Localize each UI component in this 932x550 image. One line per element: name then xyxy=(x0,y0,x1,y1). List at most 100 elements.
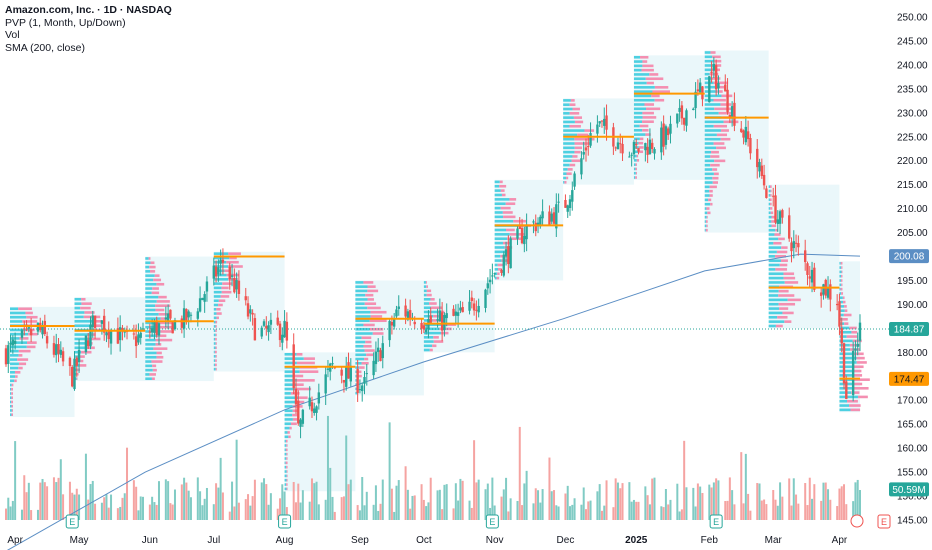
volume-bar xyxy=(806,505,809,520)
profile-bar-down xyxy=(160,317,168,320)
volume-bar xyxy=(646,495,649,520)
profile-bar-down xyxy=(369,327,384,331)
indicator-vol[interactable]: Vol xyxy=(5,29,20,42)
candle-body xyxy=(388,320,391,341)
volume-bar xyxy=(756,483,759,520)
volume-bar xyxy=(46,486,49,520)
candle-body xyxy=(493,273,496,275)
candle-body xyxy=(4,348,8,365)
profile-bar-down xyxy=(361,336,372,340)
time-axis[interactable]: Apr May Jun Jul Aug Sep Oct Nov Dec 2025 Feb Mar Apr xyxy=(7,535,848,546)
profile-bar-up xyxy=(704,90,718,93)
candle-body xyxy=(169,309,172,319)
profile-bar-up xyxy=(704,172,714,176)
profile-bar-up xyxy=(284,418,293,421)
candle-body xyxy=(525,224,528,240)
profile-bar-up xyxy=(10,315,27,319)
volume-bar xyxy=(701,493,704,520)
candle-body xyxy=(440,312,444,331)
volume-bar xyxy=(475,482,478,520)
profile-bar-down xyxy=(720,129,729,132)
earnings-marker-label: E xyxy=(282,517,288,527)
profile-bar-down xyxy=(499,184,507,188)
candle-body xyxy=(717,83,720,89)
candle-body xyxy=(646,146,649,155)
volume-bar xyxy=(772,490,775,520)
profile-bar-up xyxy=(213,342,216,345)
profile-bar-down xyxy=(11,392,13,395)
profile-bar-up xyxy=(494,254,501,258)
volume-bar xyxy=(616,482,619,520)
profile-bar-down xyxy=(713,142,725,145)
profile-bar-down xyxy=(222,282,233,285)
candle-body xyxy=(68,357,72,367)
profile-bar-down xyxy=(228,252,241,255)
candle-body xyxy=(491,275,494,277)
profile-bar-up xyxy=(563,159,572,163)
profile-bar-up xyxy=(284,392,291,395)
profile-bar-down xyxy=(11,383,14,387)
candle-body xyxy=(730,106,734,117)
volume-bar xyxy=(269,493,272,520)
profile-bar-up xyxy=(563,116,574,119)
profile-bar-down xyxy=(433,336,439,339)
profile-bar-up xyxy=(768,198,770,202)
candle-body xyxy=(461,307,464,313)
candle-body xyxy=(315,406,318,413)
profile-bar-up xyxy=(213,295,221,298)
candle-body xyxy=(459,307,462,311)
profile-bar-up xyxy=(633,94,652,98)
candle-body xyxy=(797,243,800,248)
volume-bar xyxy=(78,494,81,520)
profile-bar-down xyxy=(296,400,305,404)
candle-body xyxy=(840,328,843,344)
profile-bar-up xyxy=(768,298,788,302)
profile-bar-down xyxy=(856,361,867,364)
profile-bar-up xyxy=(633,176,636,179)
profile-bar-down xyxy=(152,364,157,368)
profile-bar-up xyxy=(633,128,643,132)
profile-bar-up xyxy=(423,302,430,305)
profile-bar-down xyxy=(372,332,384,335)
candle-body xyxy=(406,311,410,320)
candle-body xyxy=(746,131,750,140)
candle-body xyxy=(454,311,458,316)
candle-body xyxy=(392,319,396,327)
volume-bar xyxy=(680,509,683,520)
volume-bar xyxy=(279,498,282,520)
profile-bar-down xyxy=(444,323,457,326)
profile-bar-up xyxy=(839,309,845,312)
profile-bar-up xyxy=(423,340,434,343)
candle-body xyxy=(27,327,31,329)
profile-bar-down xyxy=(361,362,369,365)
candle-body xyxy=(205,281,209,292)
candle-body xyxy=(792,241,795,249)
candle-body xyxy=(84,335,88,352)
volume-bar xyxy=(342,496,345,520)
profile-bar-down xyxy=(14,371,21,374)
candle-body xyxy=(201,297,204,301)
profile-bar-down xyxy=(285,439,288,443)
candle-body xyxy=(628,156,631,158)
candle-body xyxy=(182,308,186,329)
profile-bar-down xyxy=(775,268,788,271)
profile-bar-down xyxy=(769,185,772,188)
volume-bar xyxy=(760,500,763,520)
profile-bar-down xyxy=(357,374,362,378)
profile-bar-down xyxy=(708,198,712,202)
indicator-sma[interactable]: SMA (200, close) xyxy=(5,41,85,54)
volume-bar xyxy=(315,481,318,520)
candle-body xyxy=(651,142,654,150)
candle-body xyxy=(710,71,713,73)
volume-bar xyxy=(420,484,423,520)
profile-bar-up xyxy=(145,274,155,277)
volume-bar xyxy=(73,494,76,520)
volume-bar xyxy=(123,493,126,520)
candle-body xyxy=(235,280,238,290)
volume-bar xyxy=(685,487,688,520)
indicator-pvp[interactable]: PVP (1, Month, Up/Down) xyxy=(5,16,126,29)
symbol-title[interactable]: Amazon.com, Inc. · 1D · NASDAQ xyxy=(5,4,172,16)
candle-body xyxy=(696,89,700,92)
profile-bar-up xyxy=(284,413,293,417)
